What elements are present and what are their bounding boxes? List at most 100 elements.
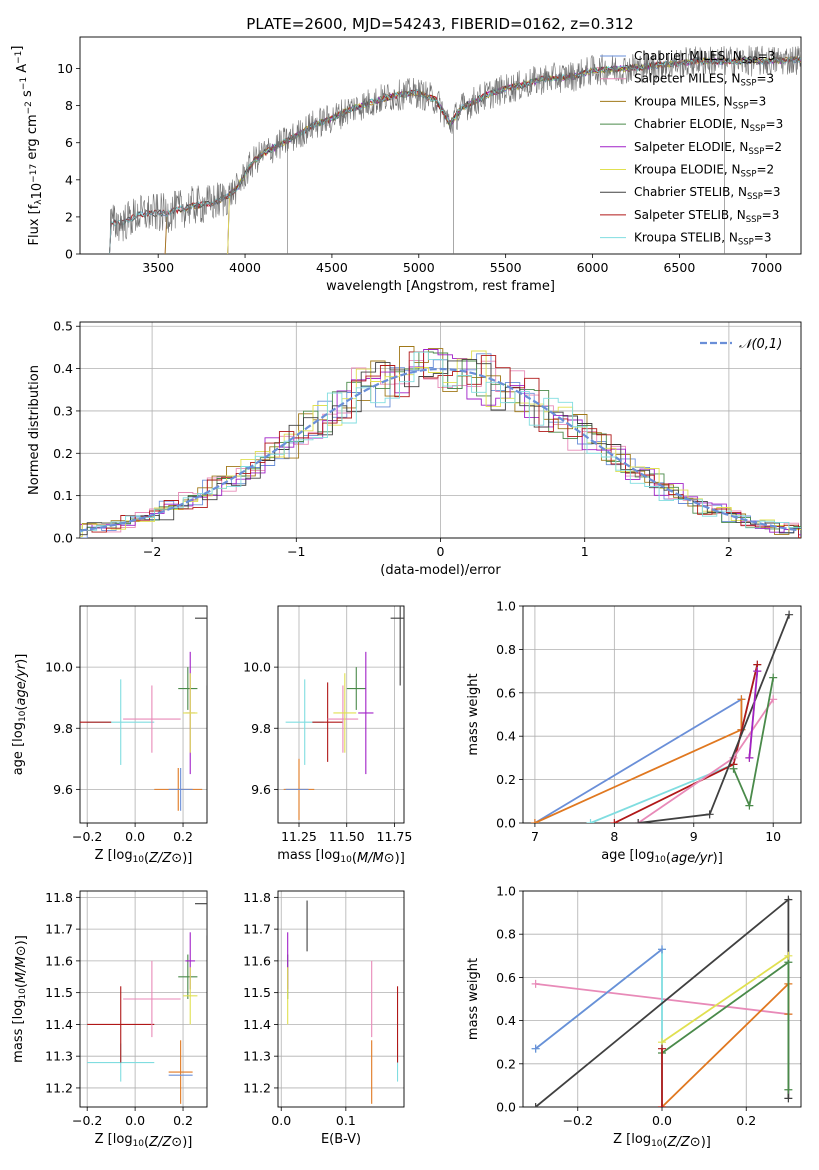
mass-weight-marker (531, 979, 540, 988)
y-tick-label: 0.8 (496, 642, 516, 657)
mass-vs-Z-axes: −0.2 0.0 0.2 11.2 11.3 11.4 11.5 11.6 11.7 11.8 Z … (11, 890, 208, 1150)
mass-weight-marker (531, 1103, 540, 1107)
x-tick-label: 1 (581, 544, 589, 559)
mass-weight-marker (784, 951, 793, 960)
x-tick-label: 11.75 (377, 829, 413, 844)
x-axis-label: (data-model)/error (380, 563, 501, 578)
x-axis-label: age [log10(age/yr)] (601, 848, 723, 866)
x-axis-label: Z [log10(Z/Z⊙)] (95, 1132, 193, 1150)
y-tick-label: 8 (65, 98, 73, 113)
y-tick-label: 11.4 (45, 1017, 73, 1032)
model-line (109, 55, 801, 254)
x-tick-label: 9 (690, 829, 698, 844)
mass-weight-marker (737, 695, 746, 704)
y-tick-label: 11.2 (243, 1080, 271, 1095)
legend-label: Salpeter STELIB, NSSP=3 (634, 208, 779, 225)
legend-label: Chabrier STELIB, NSSP=3 (634, 185, 781, 202)
x-tick-label: 8 (610, 829, 618, 844)
y-axis-label: mass [log10(M/M⊙)] (11, 935, 29, 1063)
x-tick-label: 5500 (490, 260, 522, 275)
mass-vs-EBV-points (287, 900, 399, 1104)
mass-weight-marker (658, 1103, 666, 1107)
x-tick-label: 0.1 (336, 1113, 356, 1128)
axes-frame (277, 890, 405, 1108)
mass-weight-marker (658, 1044, 666, 1053)
x-tick-label: −0.2 (72, 1113, 102, 1128)
y-tick-label: 0.0 (53, 531, 73, 546)
mass-weight-marker (530, 819, 539, 823)
x-tick-label: 3500 (142, 260, 174, 275)
y-tick-label: 4 (65, 172, 73, 187)
mass-weight-line (661, 981, 790, 1107)
legend-label: Kroupa MILES, NSSP=3 (634, 94, 766, 111)
mass-weight-marker (634, 819, 643, 823)
legend-label: Salpeter ELODIE, NSSP=2 (634, 140, 782, 157)
mass-weight-marker (753, 667, 762, 676)
histogram-step (80, 359, 801, 536)
y-tick-label: 11.4 (243, 1017, 271, 1032)
mass-weight-line (613, 664, 759, 823)
mass-weight-marker (769, 695, 778, 704)
histogram-step (80, 351, 801, 538)
massweight-vs-Z-axes: −0.2 0.0 0.2 0.0 0.2 0.4 0.6 0.8 1.0 Z [log10(Z/Z… (466, 884, 802, 1150)
y-tick-label: 0.6 (496, 685, 516, 700)
y-tick-label: 6 (65, 135, 73, 150)
y-axis-label: Normed distribution (27, 365, 42, 495)
y-tick-label: 11.5 (45, 985, 73, 1000)
y-axis-label: mass weight (466, 958, 481, 1040)
x-tick-label: 4000 (229, 260, 261, 275)
model-line (109, 56, 801, 254)
mass-weight-line (661, 960, 790, 1090)
x-tick-label: −0.2 (72, 829, 102, 844)
mass-weight-marker (610, 819, 619, 823)
massweight-vs-Z-lines (531, 895, 793, 1107)
axes-frame (79, 321, 802, 539)
mass-weight-marker (769, 673, 778, 682)
data-line (109, 45, 801, 254)
x-axis-label: wavelength [Angstrom, rest frame] (326, 279, 555, 294)
y-tick-label: 0.1 (53, 488, 73, 503)
y-tick-label: 11.8 (243, 890, 271, 905)
y-axis-label: Flux [fλ10−17 erg cm−2 s−1 A−1] (10, 46, 45, 246)
legend-label: Salpeter MILES, NSSP=3 (634, 72, 774, 89)
y-tick-label: 0.4 (496, 729, 516, 744)
y-tick-label: 11.7 (45, 922, 73, 937)
x-tick-label: 0.0 (125, 829, 145, 844)
y-tick-label: 1.0 (496, 884, 516, 899)
x-tick-label: 0.2 (736, 1113, 756, 1128)
mass-weight-marker (785, 610, 794, 619)
mass-vs-Z-points (87, 891, 207, 1104)
mass-weight-marker (705, 810, 714, 819)
y-tick-label: 0.8 (496, 927, 516, 942)
y-tick-label: 11.2 (45, 1080, 73, 1095)
x-tick-label: −2 (143, 544, 161, 559)
y-tick-label: 0.3 (53, 403, 73, 418)
legend-label: Chabrier ELODIE, NSSP=3 (634, 117, 783, 134)
y-tick-label: 10.0 (45, 660, 73, 675)
x-tick-label: −0.2 (563, 1113, 593, 1128)
y-tick-label: 1.0 (496, 599, 516, 614)
y-tick-label: 0.4 (53, 361, 73, 376)
y-tick-label: 11.3 (45, 1049, 73, 1064)
x-tick-label: −1 (287, 544, 305, 559)
mass-weight-marker (745, 801, 754, 810)
x-tick-label: 7000 (750, 260, 782, 275)
axes-frame (79, 890, 208, 1108)
spectrum-lines (109, 45, 801, 254)
massweight-vs-age-axes: 7 8 9 10 0.0 0.2 0.4 0.6 0.8 1.0 age [log10(age/yr… (466, 599, 802, 866)
mass-weight-line (535, 948, 663, 1050)
figure-title: PLATE=2600, MJD=54243, FIBERID=0162, z=0… (246, 15, 633, 33)
x-tick-label: 0.2 (173, 1113, 193, 1128)
y-tick-label: 0.0 (496, 1100, 516, 1115)
y-tick-label: 0.4 (496, 1013, 516, 1028)
legend-label: Kroupa ELODIE, NSSP=2 (634, 163, 774, 180)
axes-frame (277, 605, 405, 824)
x-axis-label: E(B-V) (321, 1132, 361, 1147)
y-tick-label: 0.2 (53, 446, 73, 461)
x-axis-label: mass [log10(M/M⊙)] (277, 848, 405, 866)
axes-frame (79, 36, 802, 255)
x-axis-label: Z [log10(Z/Z⊙)] (613, 1132, 711, 1150)
x-tick-label: 4500 (316, 260, 348, 275)
y-tick-label: 0.0 (496, 816, 516, 831)
x-tick-label: 10 (765, 829, 781, 844)
